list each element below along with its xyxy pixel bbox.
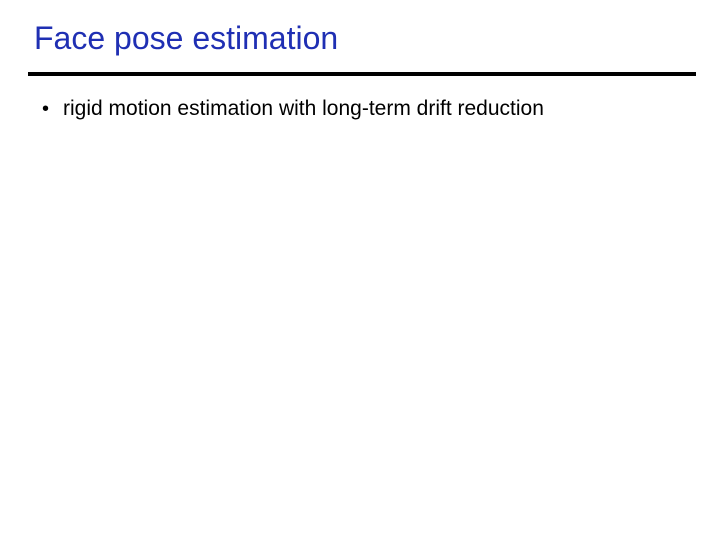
bullet-list: • rigid motion estimation with long-term… xyxy=(36,96,684,122)
bullet-text: rigid motion estimation with long-term d… xyxy=(63,96,544,122)
list-item: • rigid motion estimation with long-term… xyxy=(36,96,684,122)
slide-title: Face pose estimation xyxy=(34,20,338,57)
slide: Face pose estimation • rigid motion esti… xyxy=(0,0,720,540)
title-underline-rule xyxy=(28,72,696,76)
bullet-icon: • xyxy=(42,96,49,122)
